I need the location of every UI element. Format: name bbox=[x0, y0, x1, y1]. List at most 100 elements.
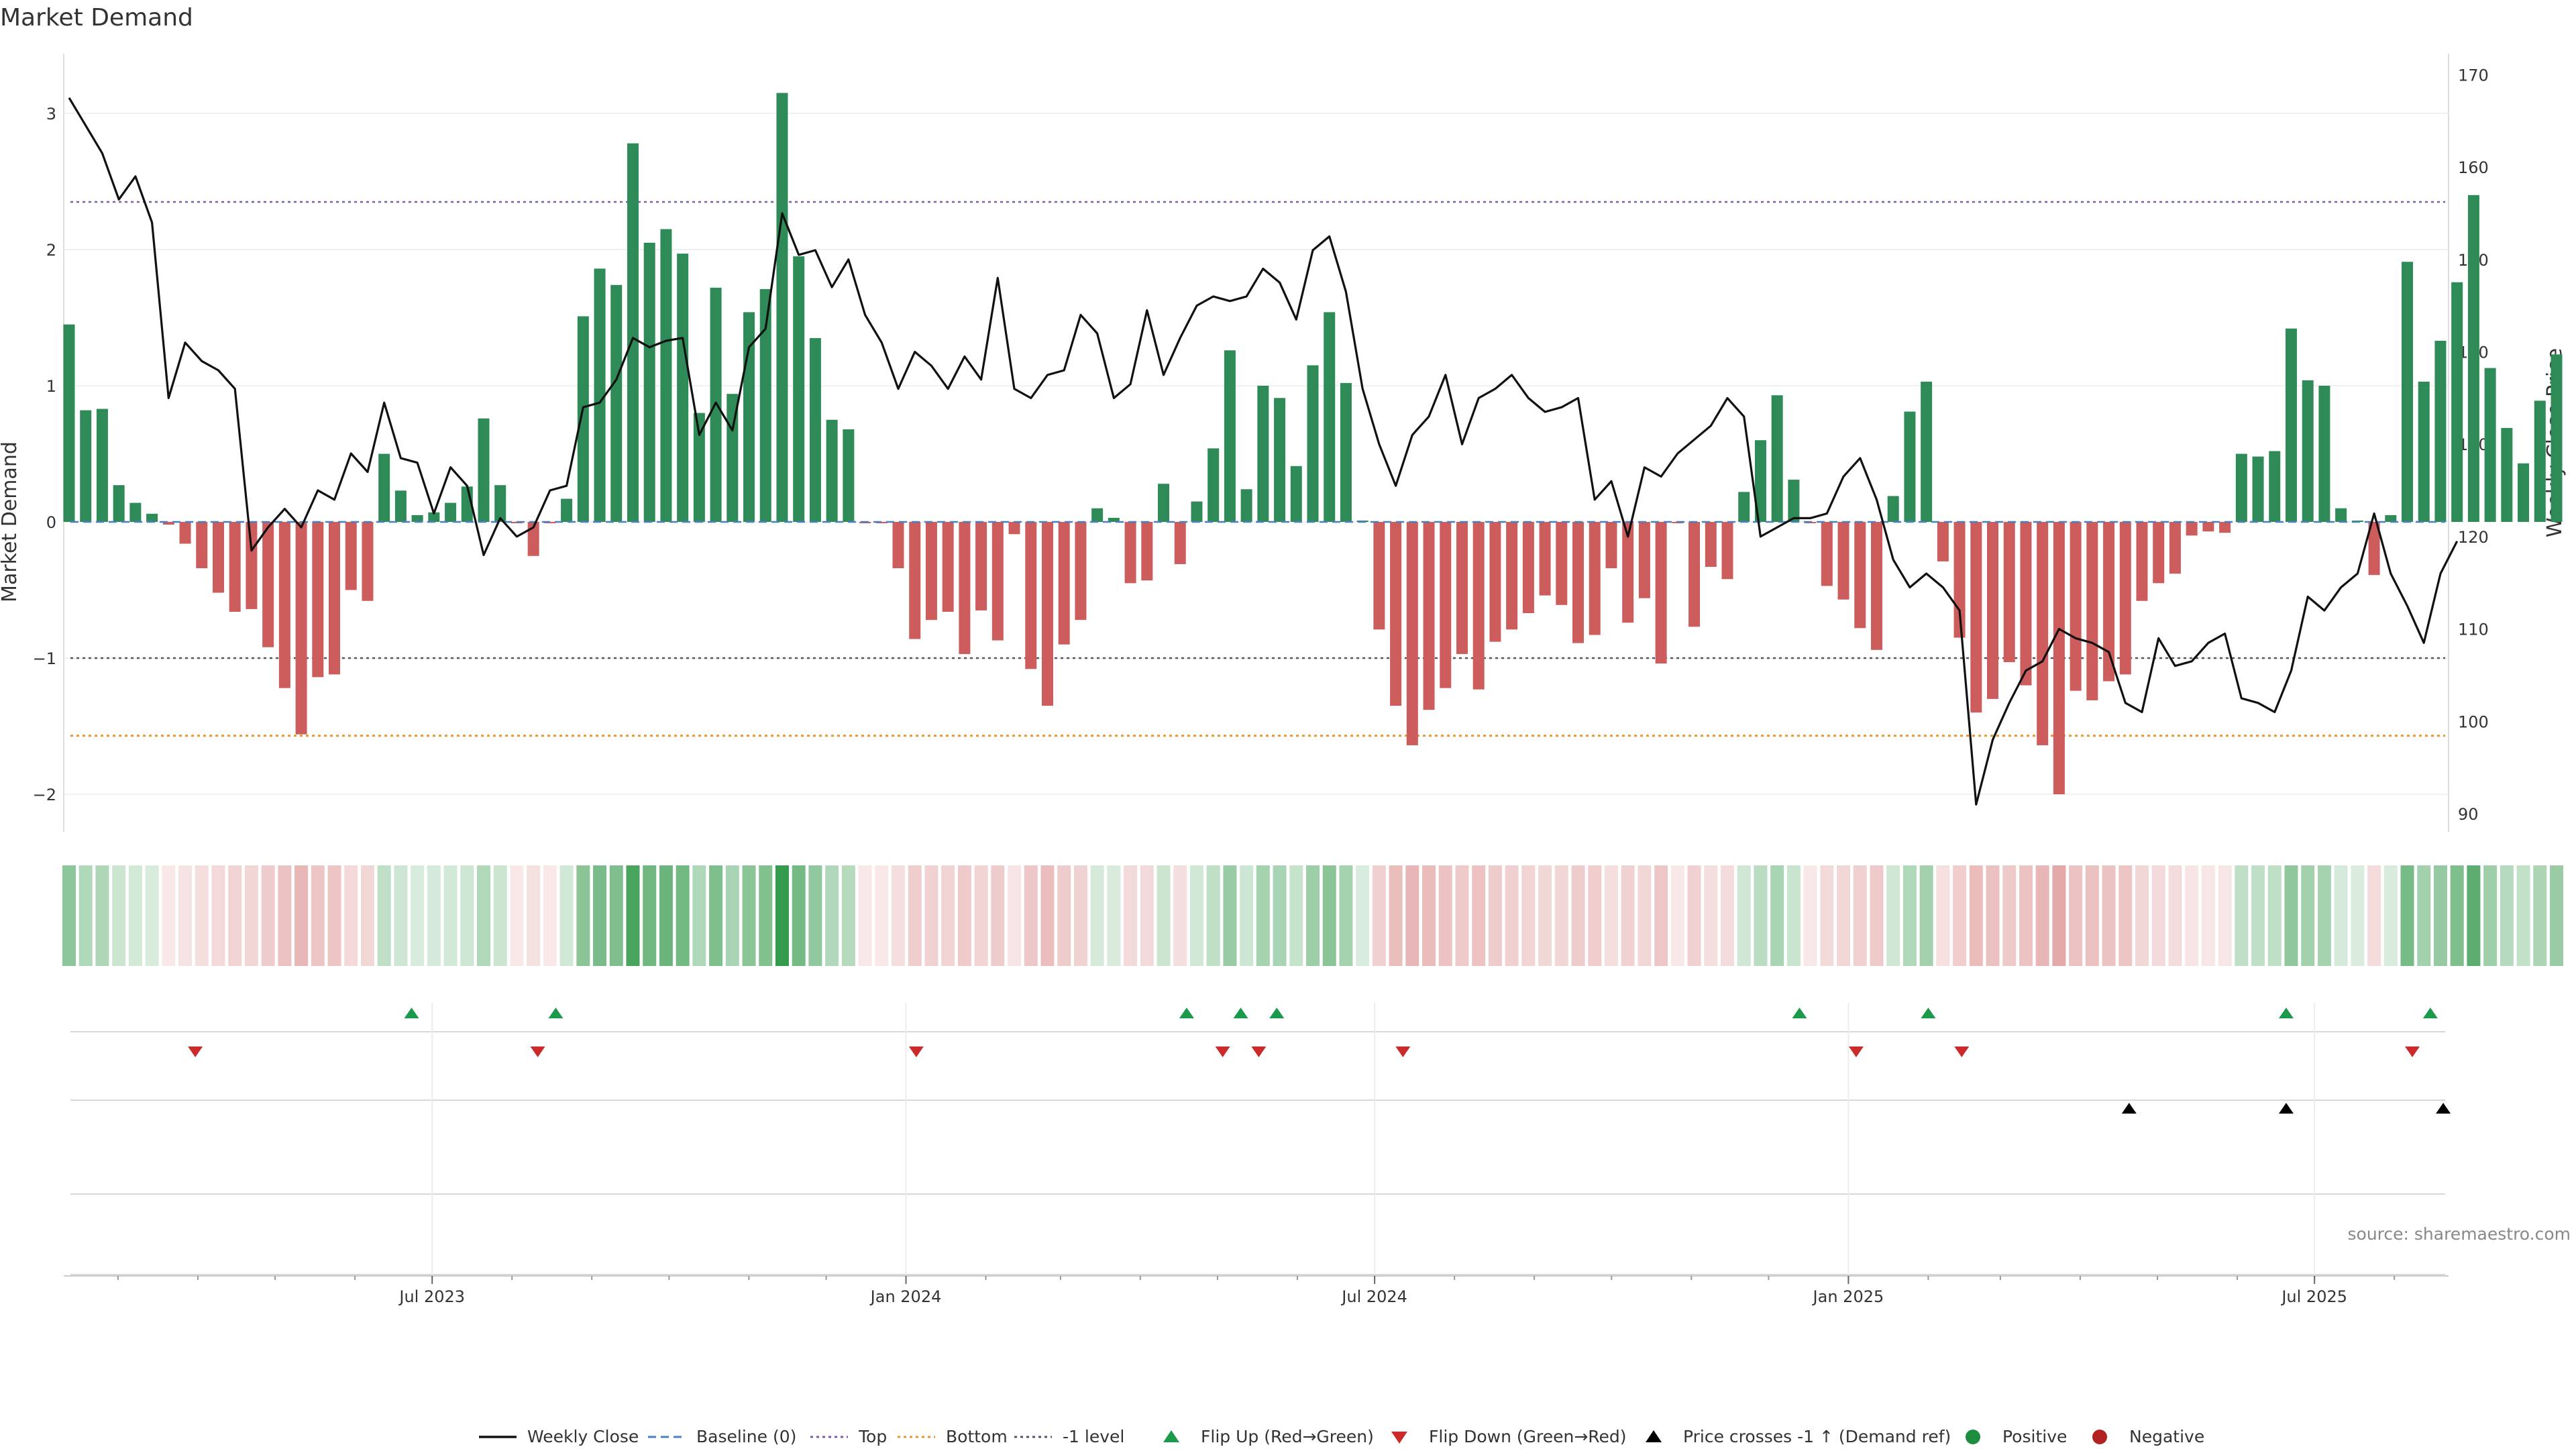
heat-cell bbox=[2550, 865, 2563, 966]
heat-cell bbox=[1057, 865, 1071, 966]
heat-cell bbox=[725, 865, 739, 966]
heat-cell bbox=[2351, 865, 2365, 966]
heat-cell bbox=[2317, 865, 2331, 966]
heat-cell bbox=[78, 865, 93, 966]
positive-demand-bar bbox=[2402, 262, 2414, 522]
positive-demand-bar bbox=[2335, 508, 2347, 522]
negative-demand-bar bbox=[1970, 522, 1982, 713]
flip-up-marker bbox=[1921, 1008, 1936, 1018]
negative-demand-bar bbox=[1605, 522, 1617, 569]
x-tick-label: Jan 2025 bbox=[1812, 1287, 1884, 1306]
positive-demand-bar bbox=[577, 316, 589, 522]
negative-demand-bar bbox=[362, 522, 374, 601]
flip-up-marker bbox=[548, 1008, 564, 1018]
negative-demand-bar bbox=[1688, 522, 1701, 627]
heat-cell bbox=[311, 865, 325, 966]
negative-demand-bar bbox=[2169, 522, 2181, 574]
positive-demand-bar bbox=[2434, 341, 2447, 522]
negative-demand-bar bbox=[527, 522, 539, 556]
legend-item-baseline: Baseline (0) bbox=[648, 1427, 796, 1446]
heat-cell bbox=[908, 865, 922, 966]
heat-cell bbox=[892, 865, 905, 966]
heat-cell bbox=[2102, 865, 2116, 966]
heat-cell bbox=[1223, 865, 1237, 966]
heat-cell bbox=[1472, 865, 1486, 966]
source-note: source: sharemaestro.com bbox=[2348, 1224, 2571, 1244]
positive-demand-bar bbox=[2385, 515, 2397, 522]
negative-demand-bar bbox=[1821, 522, 1833, 586]
heat-cell bbox=[1571, 865, 1585, 966]
positive-demand-bar bbox=[660, 229, 672, 522]
heat-cell bbox=[1538, 865, 1552, 966]
positive-demand-bar bbox=[1224, 350, 1236, 522]
positive-demand-bar bbox=[494, 485, 506, 522]
positive-demand-bar bbox=[63, 324, 75, 522]
y-tick-label: −2 bbox=[33, 786, 56, 804]
heat-cell bbox=[1902, 865, 1917, 966]
flip-down-marker bbox=[1848, 1046, 1864, 1057]
legend-item-flipup: Flip Up (Red→Green) bbox=[1163, 1427, 1374, 1446]
price-cross-marker bbox=[2436, 1103, 2451, 1114]
legend-label: Weekly Close bbox=[527, 1427, 639, 1446]
heat-cell bbox=[112, 865, 126, 966]
y-axis-label: Market Demand bbox=[0, 441, 21, 602]
heat-cell bbox=[2500, 865, 2514, 966]
heat-cell bbox=[62, 865, 76, 966]
heat-cell bbox=[1505, 865, 1519, 966]
heat-cell bbox=[1554, 865, 1568, 966]
heat-cell bbox=[924, 865, 938, 966]
legend-label: Positive bbox=[2002, 1427, 2067, 1446]
positive-demand-bar bbox=[2269, 451, 2281, 522]
negative-demand-bar bbox=[2103, 522, 2115, 682]
negative-demand-bar bbox=[1058, 522, 1070, 645]
legend-label: Bottom bbox=[946, 1427, 1008, 1446]
heat-cell bbox=[1870, 865, 1884, 966]
positive-demand-bar bbox=[445, 502, 457, 522]
y-tick-label: 0 bbox=[46, 513, 56, 532]
positive-demand-bar bbox=[561, 498, 573, 522]
events-panel bbox=[70, 1003, 2451, 1275]
x-tick-label: Jul 2024 bbox=[1340, 1287, 1407, 1306]
y2-tick-label: 110 bbox=[2458, 621, 2489, 639]
heat-cell bbox=[2135, 865, 2149, 966]
positive-demand-bar bbox=[1754, 440, 1766, 522]
heat-cell bbox=[2168, 865, 2182, 966]
positive-demand-bar bbox=[80, 410, 92, 522]
heat-cell bbox=[593, 865, 607, 966]
positive-demand-bar bbox=[2501, 427, 2513, 522]
heat-cell bbox=[360, 865, 374, 966]
heat-cell bbox=[1405, 865, 1419, 966]
positive-demand-bar bbox=[610, 284, 623, 522]
negative-demand-bar bbox=[179, 522, 191, 544]
positive-demand-bar bbox=[2418, 381, 2430, 522]
heat-cell bbox=[609, 865, 623, 966]
heat-cell bbox=[1654, 865, 1668, 966]
negative-demand-bar bbox=[2202, 522, 2214, 532]
heat-cell bbox=[1704, 865, 1718, 966]
positive-demand-bar bbox=[759, 288, 771, 522]
positive-demand-bar bbox=[146, 513, 158, 522]
heat-cell bbox=[178, 865, 193, 966]
heat-cell bbox=[1837, 865, 1851, 966]
positive-demand-bar bbox=[1240, 489, 1252, 522]
positive-demand-bar bbox=[2252, 456, 2264, 522]
legend-label: Top bbox=[858, 1427, 887, 1446]
flip-up-marker bbox=[1179, 1008, 1194, 1018]
heat-cell bbox=[576, 865, 590, 966]
y2-tick-label: 120 bbox=[2458, 528, 2489, 547]
heat-cell bbox=[759, 865, 773, 966]
heat-cell bbox=[1853, 865, 1867, 966]
heat-cell bbox=[2533, 865, 2547, 966]
heat-cell bbox=[244, 865, 258, 966]
x-tick-label: Jan 2024 bbox=[869, 1287, 942, 1306]
negative-demand-bar bbox=[2136, 522, 2148, 601]
heat-cell bbox=[841, 865, 855, 966]
heat-cell bbox=[1803, 865, 1817, 966]
heat-cell bbox=[1422, 865, 1436, 966]
negative-demand-bar bbox=[925, 522, 937, 621]
positive-demand-bar bbox=[2551, 354, 2563, 522]
positive-demand-bar bbox=[1904, 411, 1916, 522]
heat-cell bbox=[2417, 865, 2431, 966]
positive-demand-bar bbox=[2318, 386, 2330, 522]
heat-cell bbox=[460, 865, 474, 966]
